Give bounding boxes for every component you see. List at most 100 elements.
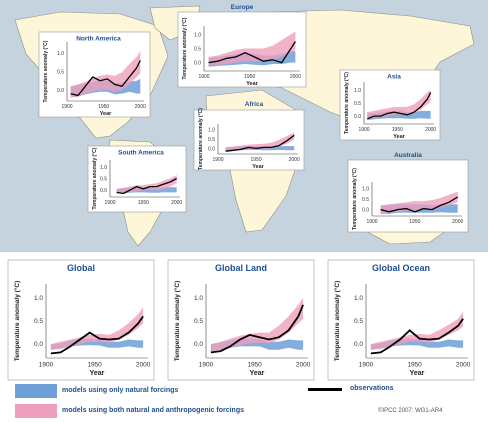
africa-ytick-label: 0.5 [208,137,215,143]
south-america-ytick-label: 0.5 [100,177,107,183]
south-america-xtick-label: 1900 [104,200,115,206]
africa-xtick-label: 1900 [212,157,223,163]
global-anthropogenic-band [50,307,144,350]
europe-xlabel: Year [246,81,258,87]
europe-anthropogenic-band [208,31,296,66]
asia-observations-line [367,92,432,120]
global-ocean-ytick-label: 0.5 [354,318,363,325]
legend-both-swatch [15,404,57,418]
global-land-xtick-label: 1900 [199,362,214,369]
asia-panel: 0.0 0.5 1.0 1900 1950 2000 Year Temperature ano… [339,69,441,141]
europe-xtick-label: 1900 [198,74,209,80]
north-america-ylabel: Temperature anomaly (°C) [43,40,49,102]
global-land-title: Global Land [215,263,267,273]
global-ocean-title: Global Ocean [372,263,430,273]
global-ocean-ytick-label: 1.0 [354,295,363,302]
europe-observations-line [208,41,296,64]
global-panel-frame [7,259,155,381]
north-america-ytick-label: 1.0 [57,51,64,57]
global-xtick-label: 2000 [136,362,151,369]
global-ocean-panel: 0.0 0.5 1.0 1900 1950 2000 Year Temperature ano… [327,259,475,381]
south-america-xtick-label: 2000 [171,200,182,206]
legend-both-label: models using both natural and anthropoge… [62,407,245,414]
australia-xtick-label: 1900 [366,219,377,225]
australia-observations-line [380,196,459,213]
africa-ytick-label: 1.0 [208,128,215,134]
north-america-xtick-label: 2000 [135,104,146,110]
australia-xtick-label: 1950 [409,219,420,225]
europe-xtick-label: 2000 [290,74,301,80]
asia-ytick-label: 0.0 [354,114,361,120]
south-america-ytick-label: 0.0 [100,188,107,194]
legend-natural-label: models using only natural forcings [62,387,179,394]
global-land-xtick-label: 1950 [247,362,262,369]
north-america-observations-line [70,60,141,97]
australia-ytick-label: 0.5 [362,197,369,203]
south-america-ytick-label: 1.0 [100,165,107,171]
europe-panel: 0.0 0.5 1.0 1900 1950 2000 Year Temperature ano… [177,4,307,88]
global-land-xlabel: Year [250,370,265,377]
australia-anthropogenic-band [380,191,458,214]
south-america-observations-line [116,177,178,195]
global-title: Global [67,263,95,273]
europe-xtick-label: 1950 [244,74,255,80]
global-ytick-label: 1.0 [34,295,43,302]
global-observations-line [50,315,144,355]
south-america-xtick-label: 1950 [138,200,149,206]
asia-xtick-label: 2000 [425,127,436,133]
africa-ylabel: Temperature anomaly (°C) [198,108,204,170]
north-america-xtick-label: 1950 [98,104,109,110]
global-ylabel: Temperature anomaly (°C) [13,281,21,362]
africa-panel: 0.0 0.5 1.0 1900 1950 2000 Year Temperature ano… [193,101,305,171]
global-ocean-xlabel: Year [410,370,425,377]
global-xtick-label: 1950 [87,362,102,369]
europe-ytick-label: 1.0 [194,32,201,38]
africa-title: Africa [245,101,264,108]
asia-ytick-label: 1.0 [354,88,361,94]
africa-xlabel: Year [252,164,264,170]
north-america-ytick-label: 0.5 [57,70,64,76]
north-america-title: North America [76,36,121,43]
global-xlabel: Year [90,370,105,377]
global-land-panel: 0.0 0.5 1.0 1900 1950 2000 Year Temperature ano… [167,259,315,381]
north-america-xtick-label: 1900 [61,104,72,110]
global-land-xtick-label: 2000 [296,362,311,369]
legend-natural-swatch [15,384,57,398]
australia-panel: 0.0 0.5 1.0 1900 1950 2000 Temperature anomaly… [347,152,469,233]
europe-title: Europe [231,4,254,11]
legend-observations-line [308,388,342,391]
global-land-ytick-label: 1.0 [194,295,203,302]
global-ocean-xtick-label: 2000 [456,362,471,369]
global-xtick-label: 1900 [39,362,54,369]
north-america-panel: 0.0 0.5 1.0 1900 1950 2000 Year Temperature ano… [38,31,151,118]
legend-observations-label: observations [350,385,394,392]
global-panel: 0.0 0.5 1.0 1900 1950 2000 Year Temperature ano… [7,259,155,381]
global-ocean-ytick-label: 0.0 [354,341,363,348]
asia-title: Asia [387,74,401,81]
global-ocean-xtick-label: 1900 [359,362,374,369]
global-ytick-label: 0.5 [34,318,43,325]
north-america-ytick-label: 0.0 [57,88,64,94]
south-america-ylabel: Temperature anomaly (°C) [92,147,98,209]
africa-ytick-label: 0.0 [208,146,215,152]
africa-xtick-label: 1950 [251,157,262,163]
australia-xtick-label: 2000 [452,219,463,225]
europe-ylabel: Temperature anomaly (°C) [182,17,188,79]
global-ocean-ylabel: Temperature anomaly (°C) [333,281,341,362]
global-ytick-label: 0.0 [34,341,43,348]
asia-ylabel: Temperature anomaly (°C) [344,72,350,134]
north-america-xlabel: Year [100,111,112,117]
asia-xtick-label: 1900 [358,127,369,133]
global-land-anthropogenic-band [210,297,304,352]
asia-xtick-label: 1950 [392,127,403,133]
europe-ytick-label: 0.5 [194,47,201,53]
global-land-ytick-label: 0.5 [194,318,203,325]
asia-ytick-label: 0.5 [354,101,361,107]
asia-xlabel: Year [393,134,405,140]
south-america-title: South America [118,150,164,157]
africa-observations-line [225,134,295,152]
south-america-panel: 0.0 0.5 1.0 1900 1950 2000 Temperature anomaly… [87,145,187,213]
global-ocean-panel-frame [327,259,475,381]
